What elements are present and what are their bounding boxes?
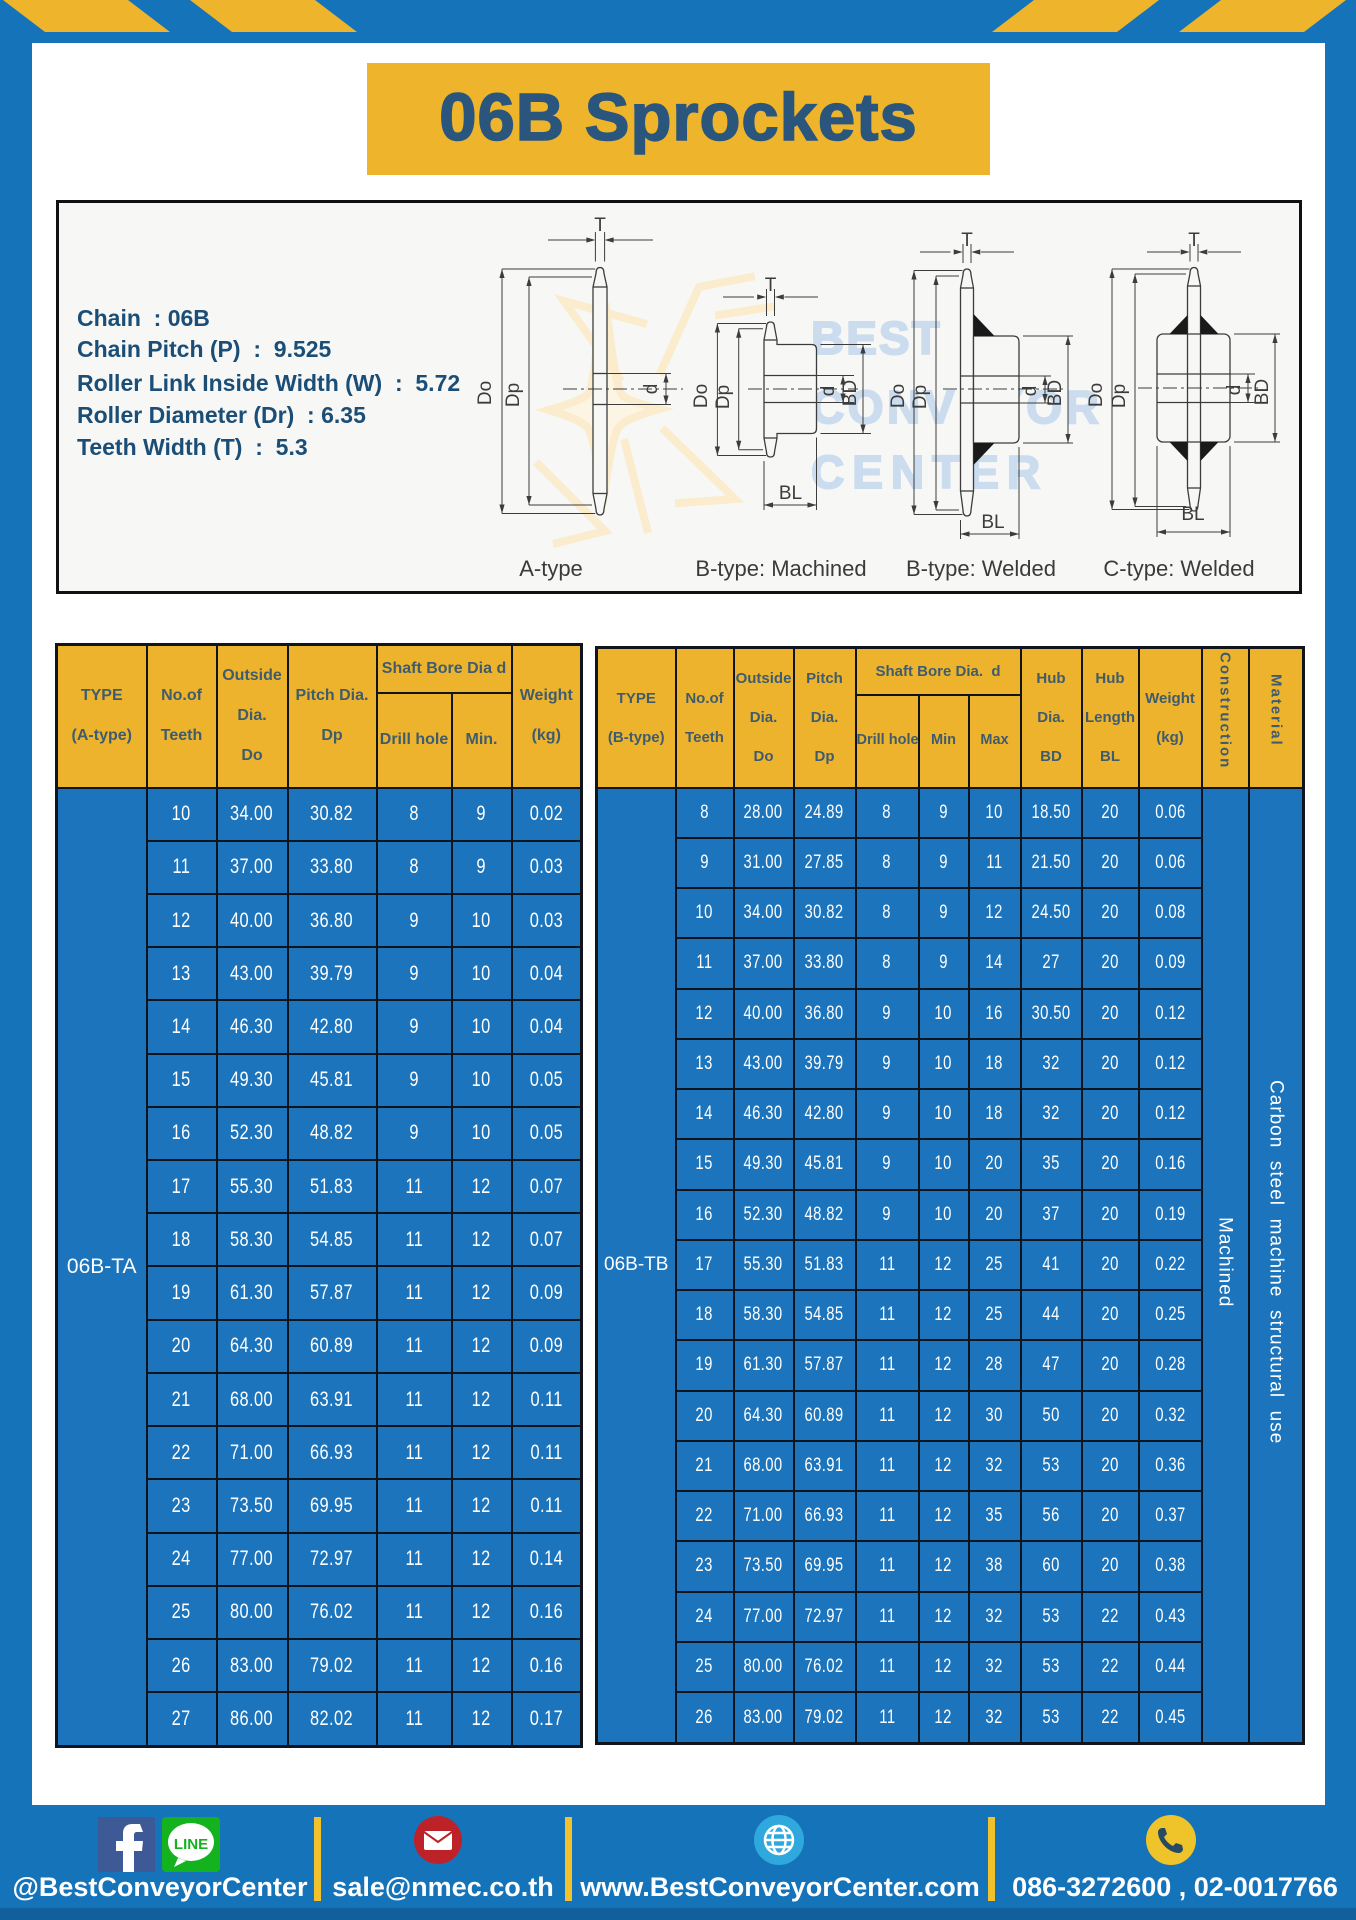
svg-text:Do: Do: [1086, 383, 1107, 407]
svg-text:BD: BD: [840, 380, 861, 406]
svg-text:CENTER: CENTER: [811, 446, 1048, 498]
svg-text:BEST: BEST: [811, 312, 942, 364]
svg-text:BL: BL: [1181, 504, 1204, 525]
svg-text:Do: Do: [475, 381, 496, 405]
svg-text:T: T: [961, 230, 973, 251]
svg-text:LINE: LINE: [174, 1836, 208, 1853]
svg-text:T: T: [594, 215, 606, 236]
svg-text:d: d: [1224, 385, 1245, 396]
svg-text:d: d: [1020, 386, 1041, 397]
svg-text:Do: Do: [888, 384, 909, 408]
svg-text:T: T: [765, 275, 777, 296]
svg-text:Dp: Dp: [910, 385, 931, 409]
svg-text:Dp: Dp: [713, 385, 734, 409]
svg-text:BL: BL: [779, 483, 802, 504]
svg-text:d: d: [818, 386, 839, 397]
svg-text:Do: Do: [691, 384, 712, 408]
svg-text:BL: BL: [981, 512, 1004, 533]
svg-text:BD: BD: [1252, 379, 1273, 405]
svg-text:CONVEYOR: CONVEYOR: [811, 381, 1102, 433]
svg-text:Dp: Dp: [503, 383, 524, 407]
svg-text:BD: BD: [1045, 380, 1066, 406]
svg-text:T: T: [1188, 230, 1200, 251]
svg-text:Dp: Dp: [1109, 384, 1130, 408]
